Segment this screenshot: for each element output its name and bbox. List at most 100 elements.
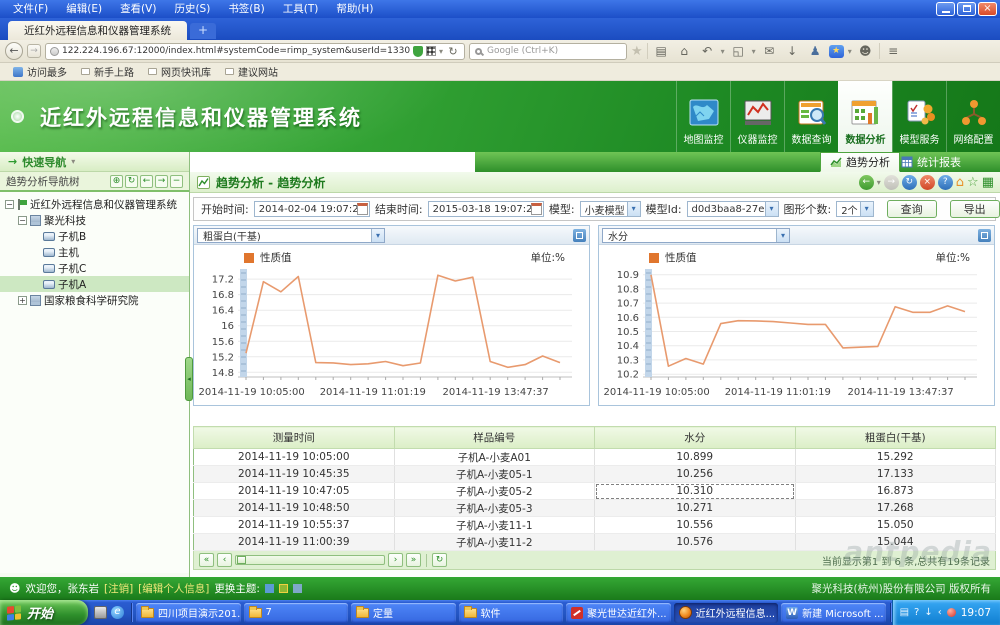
chevron-down-icon[interactable]: ▾ bbox=[371, 228, 384, 242]
tree-node[interactable]: + 国家粮食科学研究院 bbox=[0, 292, 189, 308]
table-cell[interactable]: 子机A-小麦11-1 bbox=[394, 516, 595, 534]
first-page-button[interactable]: « bbox=[199, 553, 214, 567]
theme-swatch-grey[interactable] bbox=[292, 584, 302, 593]
table-cell[interactable]: 10.256 bbox=[594, 465, 796, 483]
chart-count-select[interactable]: 2个 ▾ bbox=[836, 201, 874, 217]
table-cell[interactable]: 15.292 bbox=[795, 448, 996, 466]
module-instrument[interactable]: 仪器监控 bbox=[730, 81, 784, 152]
page-back-caret-icon[interactable]: ▾ bbox=[876, 177, 881, 187]
ie-icon[interactable]: e bbox=[111, 606, 124, 619]
expander-minus-icon[interactable]: − bbox=[18, 215, 27, 225]
theme-swatch-green[interactable] bbox=[278, 584, 288, 593]
back-button[interactable]: ← bbox=[5, 42, 23, 60]
favorites-chip-icon[interactable]: ★ bbox=[828, 44, 844, 58]
taskbar-button[interactable]: 7 bbox=[243, 602, 349, 623]
module-analysis[interactable]: 数据分析 bbox=[838, 81, 892, 152]
qr-icon[interactable] bbox=[425, 46, 436, 56]
query-button[interactable]: 查询 bbox=[886, 200, 937, 218]
page-forward-icon[interactable]: → bbox=[883, 174, 899, 190]
chat-icon[interactable]: ✉ bbox=[764, 44, 775, 58]
table-cell[interactable]: 10.271 bbox=[594, 499, 796, 517]
page-close-icon[interactable]: × bbox=[919, 174, 935, 190]
module-model[interactable]: 模型服务 bbox=[892, 81, 946, 152]
tree-collapse-left-icon[interactable]: ← bbox=[140, 174, 153, 188]
sidebar-collapse-handle[interactable]: ◂ bbox=[185, 357, 193, 401]
table-cell[interactable]: 2014-11-19 10:55:37 bbox=[193, 516, 395, 534]
screenshot-icon[interactable]: ◱ bbox=[732, 44, 744, 58]
menu-item-7[interactable]: 帮助(H) bbox=[336, 3, 374, 15]
bookmark-item[interactable]: 网页快讯库 bbox=[142, 64, 217, 79]
page-slider-handle[interactable] bbox=[237, 556, 246, 564]
table-cell[interactable]: 17.268 bbox=[795, 499, 996, 517]
module-map[interactable]: 地图监控 bbox=[676, 81, 730, 152]
taskbar-button[interactable]: 四川项目演示201... bbox=[136, 602, 241, 623]
table-cell[interactable]: 子机A-小麦11-2 bbox=[394, 533, 595, 551]
table-cell[interactable]: 10.899 bbox=[594, 448, 796, 466]
tree-search-icon[interactable]: ⊕ bbox=[110, 174, 123, 188]
table-cell[interactable]: 2014-11-19 11:00:39 bbox=[193, 533, 395, 551]
minimize-button[interactable] bbox=[936, 2, 955, 16]
url-text[interactable]: 122.224.196.67:12000/index.html#systemCo… bbox=[62, 46, 410, 56]
address-dropdown-icon[interactable]: ▾ bbox=[438, 46, 443, 56]
table-cell[interactable]: 2014-11-19 10:47:05 bbox=[193, 482, 395, 500]
reload-icon[interactable]: ↻ bbox=[448, 44, 458, 58]
chevron-down-icon[interactable]: ▾ bbox=[764, 202, 778, 216]
maximize-chart-icon[interactable] bbox=[978, 228, 991, 242]
home-icon[interactable]: ⌂ bbox=[680, 44, 688, 58]
bookmark-item[interactable]: 建议网站 bbox=[219, 64, 284, 79]
table-cell[interactable]: 2014-11-19 10:48:50 bbox=[193, 499, 395, 517]
start-time-input[interactable]: 2014-02-04 19:07:21 bbox=[253, 201, 370, 217]
table-cell[interactable]: 子机A-小麦05-2 bbox=[394, 482, 595, 500]
table-cell[interactable]: 10.310 bbox=[594, 482, 796, 500]
table-cell[interactable]: 子机A-小麦05-3 bbox=[394, 499, 595, 517]
model-id-select[interactable]: d0d3baa8-27e ▾ bbox=[686, 201, 779, 217]
export-button[interactable]: 导出 bbox=[949, 200, 1000, 218]
menu-item-4[interactable]: 历史(S) bbox=[174, 3, 211, 15]
property-select[interactable]: 水分 ▾ bbox=[602, 227, 790, 243]
new-tab-button[interactable]: + bbox=[190, 23, 216, 39]
table-cell[interactable]: 15.044 bbox=[795, 533, 996, 551]
quick-nav-header[interactable]: → 快速导航 ▾ bbox=[0, 152, 189, 172]
table-cell[interactable]: 15.050 bbox=[795, 516, 996, 534]
line-chart-protein[interactable]: 14.8 15.2 15.6 16 16.4 16.8 17.2 2014-11-19 10:… bbox=[198, 265, 578, 405]
page-help-icon[interactable]: ? bbox=[937, 174, 953, 190]
refresh-page-button[interactable]: ↻ bbox=[432, 553, 447, 567]
logout-link[interactable]: [注销] bbox=[103, 583, 134, 595]
clipboard-icon[interactable]: ▤ bbox=[655, 44, 667, 58]
calendar-icon[interactable] bbox=[530, 203, 542, 215]
taskbar-button[interactable]: W 新建 Microsoft ... bbox=[781, 602, 886, 623]
account-icon[interactable]: ♟ bbox=[809, 44, 821, 58]
line-chart-moisture[interactable]: 10.2 10.3 10.4 10.5 10.6 10.7 10.8 10.9 2014-11-… bbox=[603, 265, 983, 405]
tab-trend-analysis[interactable]: 趋势分析 bbox=[820, 152, 900, 172]
page-home-icon[interactable]: ⌂ bbox=[955, 174, 965, 190]
table-cell[interactable]: 子机A-小麦A01 bbox=[394, 448, 595, 466]
tree-node[interactable]: 主机 bbox=[0, 244, 189, 260]
module-query[interactable]: 数据查询 bbox=[784, 81, 838, 152]
chevron-down-icon[interactable]: ▾ bbox=[859, 202, 873, 216]
tree-expand-right-icon[interactable]: → bbox=[155, 174, 168, 188]
search-input[interactable]: Google (Ctrl+K) bbox=[469, 42, 627, 60]
menu-item-6[interactable]: 工具(T) bbox=[282, 3, 319, 15]
tree-refresh-icon[interactable]: ↻ bbox=[125, 174, 138, 188]
chevron-down-icon[interactable]: ▾ bbox=[776, 228, 789, 242]
last-page-button[interactable]: » bbox=[406, 553, 421, 567]
page-refresh-icon[interactable]: ↻ bbox=[901, 174, 917, 190]
edit-profile-link[interactable]: [编辑个人信息] bbox=[138, 583, 210, 595]
property-select[interactable]: 粗蛋白(干基) ▾ bbox=[197, 227, 385, 243]
table-cell[interactable]: 2014-11-19 10:05:00 bbox=[193, 448, 395, 466]
expander-plus-icon[interactable]: + bbox=[18, 295, 27, 305]
page-slider[interactable] bbox=[235, 555, 385, 565]
undo-dropdown-icon[interactable]: ▾ bbox=[720, 46, 725, 56]
taskbar-button[interactable]: 定量 bbox=[351, 602, 456, 623]
updates-tray-icon[interactable]: ↓ bbox=[924, 607, 933, 618]
menu-item-1[interactable]: 文件(F) bbox=[13, 3, 49, 15]
next-page-button[interactable]: › bbox=[388, 553, 403, 567]
tree-node[interactable]: − 近红外远程信息和仪器管理系统 bbox=[0, 196, 189, 212]
end-time-input[interactable]: 2015-03-18 19:07:21 bbox=[427, 201, 544, 217]
module-network[interactable]: 网络配置 bbox=[946, 81, 1000, 152]
bookmark-item[interactable]: 访问最多 bbox=[7, 64, 73, 79]
bookmark-star-icon[interactable]: ★ bbox=[631, 43, 643, 59]
table-cell[interactable]: 17.133 bbox=[795, 465, 996, 483]
tree-node[interactable]: 子机A bbox=[0, 276, 189, 292]
undo-icon[interactable]: ↶ bbox=[702, 44, 713, 58]
